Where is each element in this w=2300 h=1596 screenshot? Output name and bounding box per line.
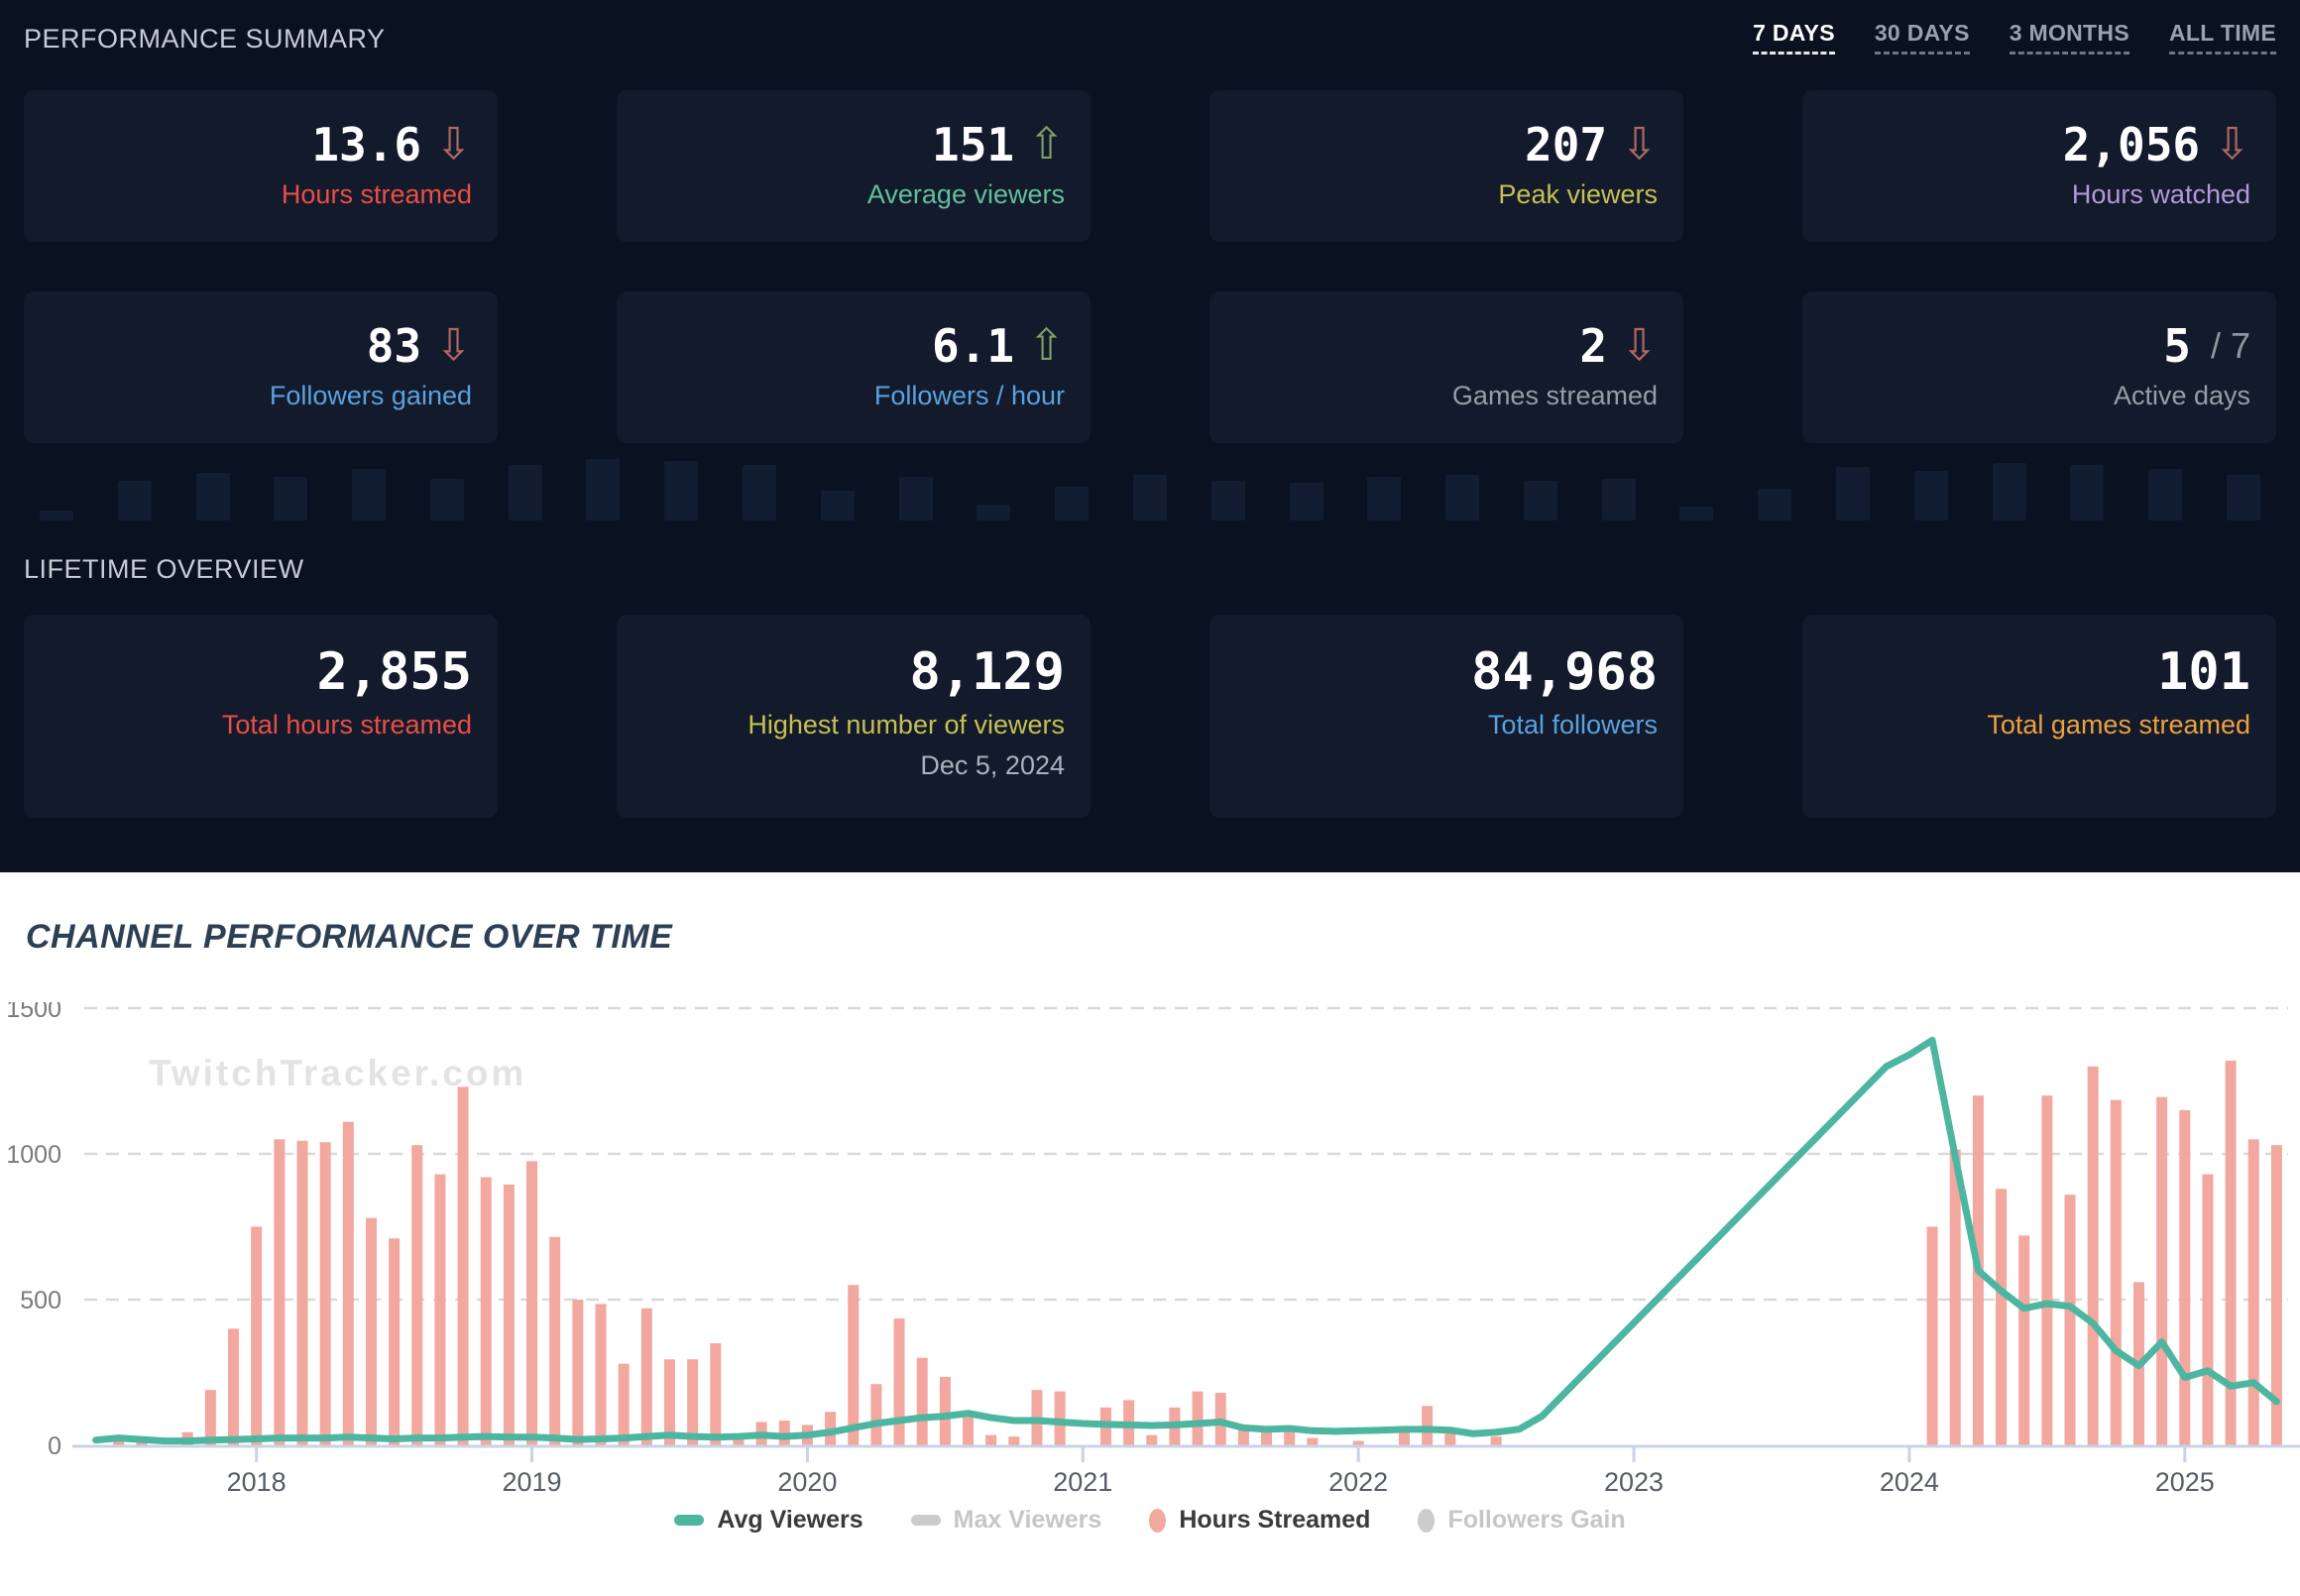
hours-streamed-marker-icon — [1149, 1508, 1167, 1533]
card-total-followers: 84,968 Total followers — [1209, 615, 1683, 818]
summary-header: PERFORMANCE SUMMARY 7 DAYS 30 DAYS 3 MON… — [24, 20, 2276, 55]
chart-section: CHANNEL PERFORMANCE OVER TIME 0 500 1000 15… — [0, 872, 2300, 1535]
followers-gained-label: Followers gained — [269, 381, 472, 410]
svg-text:2024: 2024 — [1880, 1467, 1939, 1494]
games-streamed-value: 2 — [1579, 319, 1608, 373]
card-followers-gained: 83 ⇩ Followers gained — [24, 291, 498, 443]
svg-text:2025: 2025 — [2155, 1467, 2215, 1494]
summary-title: PERFORMANCE SUMMARY — [24, 24, 386, 54]
trend-down-icon: ⇩ — [2214, 119, 2250, 170]
total-games-streamed-label: Total games streamed — [1987, 710, 2250, 740]
mini-bars — [40, 455, 2260, 520]
hours-streamed-value: 13.6 — [311, 118, 422, 171]
legend-followers-gain-label: Followers Gain — [1447, 1506, 1626, 1534]
trend-down-icon: ⇩ — [435, 320, 472, 371]
peak-viewers-value: 207 — [1525, 118, 1608, 171]
tab-all-time[interactable]: ALL TIME — [2168, 20, 2276, 55]
legend-max-viewers-label: Max Viewers — [953, 1506, 1102, 1534]
svg-text:2021: 2021 — [1053, 1467, 1112, 1494]
svg-text:2019: 2019 — [503, 1467, 562, 1494]
svg-text:1000: 1000 — [6, 1141, 61, 1169]
followers-per-hour-value: 6.1 — [932, 319, 1015, 373]
legend-hours-streamed[interactable]: Hours Streamed — [1149, 1506, 1370, 1535]
trend-down-icon: ⇩ — [435, 119, 472, 170]
svg-text:2018: 2018 — [227, 1467, 287, 1494]
tab-3-months[interactable]: 3 MONTHS — [2009, 20, 2129, 55]
active-days-total: / 7 — [2210, 325, 2250, 366]
legend-max-viewers[interactable]: Max Viewers — [910, 1506, 1102, 1535]
legend-hours-streamed-label: Hours Streamed — [1179, 1506, 1371, 1534]
trend-up-icon: ⇧ — [1028, 119, 1065, 170]
card-hours-streamed: 13.6 ⇩ Hours streamed — [24, 90, 498, 242]
legend-followers-gain[interactable]: Followers Gain — [1418, 1506, 1626, 1535]
tab-7-days[interactable]: 7 DAYS — [1753, 20, 1835, 55]
trend-up-icon: ⇧ — [1028, 320, 1065, 371]
lifetime-title: LIFETIME OVERVIEW — [24, 554, 304, 584]
trend-down-icon: ⇩ — [1621, 320, 1658, 371]
trend-down-icon: ⇩ — [1621, 119, 1658, 170]
peak-viewers-label: Peak viewers — [1498, 179, 1658, 209]
summary-cards: 13.6 ⇩ Hours streamed 151 ⇧ Average viewer… — [24, 90, 2276, 443]
tab-30-days[interactable]: 30 DAYS — [1874, 20, 1970, 55]
total-hours-streamed-value: 2,855 — [316, 642, 472, 702]
followers-per-hour-label: Followers / hour — [873, 381, 1065, 410]
lifetime-cards: 2,855 Total hours streamed 8,129 Highest… — [24, 615, 2276, 818]
followers-gain-marker-icon — [1418, 1508, 1436, 1533]
svg-text:0: 0 — [48, 1432, 61, 1460]
svg-text:1500: 1500 — [6, 1002, 61, 1023]
card-hours-watched: 2,056 ⇩ Hours watched — [1802, 90, 2276, 242]
card-total-hours-streamed: 2,855 Total hours streamed — [24, 615, 498, 818]
games-streamed-label: Games streamed — [1451, 381, 1658, 410]
legend-avg-viewers[interactable]: Avg Viewers — [674, 1506, 863, 1535]
svg-text:2022: 2022 — [1328, 1467, 1388, 1494]
svg-text:2020: 2020 — [777, 1467, 837, 1494]
card-followers-per-hour: 6.1 ⇧ Followers / hour — [617, 291, 1091, 443]
hours-streamed-label: Hours streamed — [281, 179, 472, 209]
card-games-streamed: 2 ⇩ Games streamed — [1209, 291, 1683, 443]
avg-viewers-marker-icon — [674, 1515, 705, 1526]
svg-text:500: 500 — [20, 1287, 61, 1314]
chart-legend: Avg Viewers Max Viewers Hours Streamed F… — [0, 1506, 2300, 1535]
total-followers-value: 84,968 — [1471, 642, 1658, 702]
card-average-viewers: 151 ⇧ Average viewers — [617, 90, 1091, 242]
max-viewers-marker-icon — [910, 1515, 941, 1526]
chart-title: CHANNEL PERFORMANCE OVER TIME — [26, 918, 673, 956]
card-peak-viewers: 207 ⇩ Peak viewers — [1209, 90, 1683, 242]
card-total-games-streamed: 101 Total games streamed — [1802, 615, 2276, 818]
followers-gained-value: 83 — [366, 319, 422, 373]
card-active-days: 5 / 7 Active days — [1802, 291, 2276, 443]
active-days-value: 5 — [2163, 319, 2191, 373]
average-viewers-value: 151 — [932, 118, 1015, 171]
hours-watched-value: 2,056 — [2062, 118, 2201, 171]
total-games-streamed-value: 101 — [2157, 642, 2250, 702]
highest-viewers-value: 8,129 — [909, 642, 1065, 702]
total-hours-streamed-label: Total hours streamed — [221, 710, 472, 740]
total-followers-label: Total followers — [1487, 710, 1658, 740]
legend-avg-viewers-label: Avg Viewers — [717, 1506, 863, 1534]
highest-viewers-date: Dec 5, 2024 — [920, 750, 1065, 780]
watermark: TwitchTracker.com — [149, 1053, 526, 1093]
active-days-label: Active days — [2113, 381, 2250, 410]
highest-viewers-label: Highest number of viewers — [748, 710, 1065, 740]
time-range-tabs: 7 DAYS 30 DAYS 3 MONTHS ALL TIME — [1753, 20, 2276, 55]
performance-chart: 0 500 1000 1500 TwitchTracker.com 2018 2019 202… — [6, 1002, 2300, 1494]
average-viewers-label: Average viewers — [866, 179, 1065, 209]
svg-text:2023: 2023 — [1604, 1467, 1664, 1494]
hours-watched-label: Hours watched — [2071, 179, 2250, 209]
stats-section: PERFORMANCE SUMMARY 7 DAYS 30 DAYS 3 MON… — [0, 0, 2300, 872]
card-highest-viewers: 8,129 Highest number of viewers Dec 5, 2… — [617, 615, 1091, 818]
